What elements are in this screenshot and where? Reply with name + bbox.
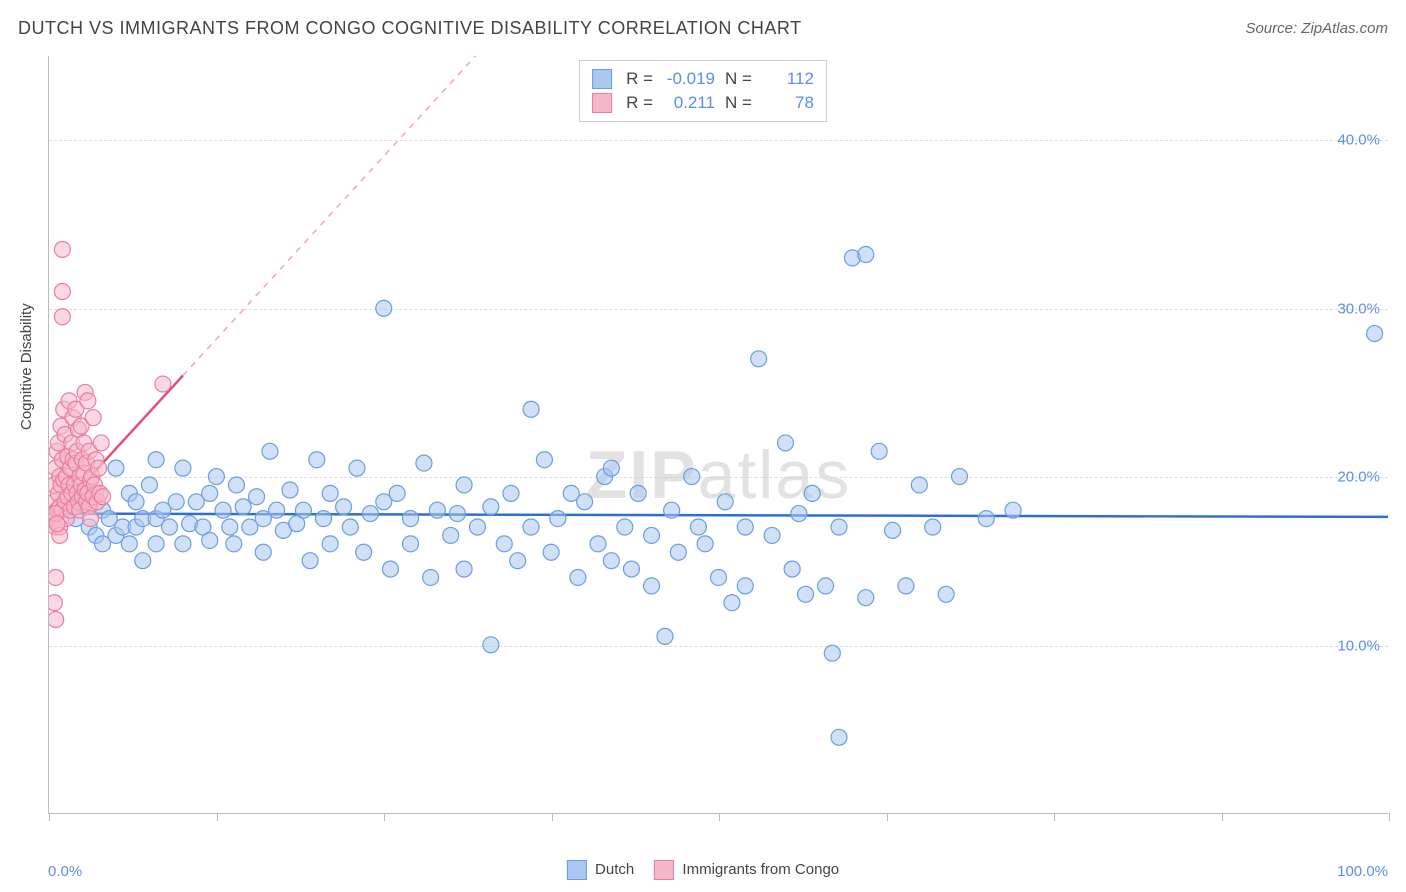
legend-label-dutch: Dutch xyxy=(595,861,634,878)
source-label: Source: ZipAtlas.com xyxy=(1245,20,1388,37)
x-tick xyxy=(1222,813,1223,821)
x-tick xyxy=(49,813,50,821)
n-label: N = xyxy=(725,93,752,113)
x-tick xyxy=(1389,813,1390,821)
x-tick xyxy=(719,813,720,821)
chart-title: DUTCH VS IMMIGRANTS FROM CONGO COGNITIVE… xyxy=(18,18,802,39)
n-value-dutch: 112 xyxy=(762,69,814,89)
x-tick xyxy=(552,813,553,821)
r-label: R = xyxy=(626,93,653,113)
x-axis-max-label: 100.0% xyxy=(1337,863,1388,880)
x-tick xyxy=(1054,813,1055,821)
scatter-chart xyxy=(49,56,1388,813)
bottom-legend: Dutch Immigrants from Congo xyxy=(567,860,839,880)
r-label: R = xyxy=(626,69,653,89)
n-label: N = xyxy=(725,69,752,89)
r-value-congo: 0.211 xyxy=(663,93,715,113)
legend-item-dutch: Dutch xyxy=(567,860,634,880)
x-tick xyxy=(217,813,218,821)
stats-row-congo: R = 0.211 N = 78 xyxy=(592,91,814,115)
stats-legend: R = -0.019 N = 112 R = 0.211 N = 78 xyxy=(579,60,827,122)
legend-label-congo: Immigrants from Congo xyxy=(682,861,839,878)
stats-row-dutch: R = -0.019 N = 112 xyxy=(592,67,814,91)
x-tick xyxy=(384,813,385,821)
swatch-dutch-icon xyxy=(567,860,587,880)
n-value-congo: 78 xyxy=(762,93,814,113)
legend-item-congo: Immigrants from Congo xyxy=(654,860,839,880)
x-axis-min-label: 0.0% xyxy=(48,863,82,880)
r-value-dutch: -0.019 xyxy=(663,69,715,89)
swatch-congo xyxy=(592,93,612,113)
swatch-congo-icon xyxy=(654,860,674,880)
y-axis-title: Cognitive Disability xyxy=(18,303,35,430)
plot-area: ZIPatlas 10.0%20.0%30.0%40.0% xyxy=(48,56,1388,814)
x-tick xyxy=(887,813,888,821)
swatch-dutch xyxy=(592,69,612,89)
